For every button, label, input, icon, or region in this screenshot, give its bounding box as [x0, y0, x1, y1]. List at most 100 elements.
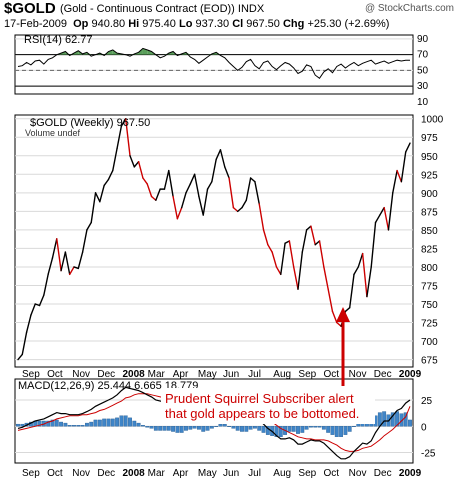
macd-histogram-bar [222, 423, 227, 427]
macd-x-tick-label: Dec [374, 468, 392, 479]
macd-x-tick-label: Mar [148, 468, 166, 479]
macd-histogram-bar [37, 420, 42, 427]
price-segment-up [86, 221, 92, 231]
macd-x-tick-label: Sep [298, 468, 316, 479]
macd-x-tick-label: May [198, 468, 217, 479]
macd-histogram-bar [334, 426, 339, 437]
price-segment-up [211, 158, 217, 183]
price-segment-down [142, 177, 148, 185]
price-segment-up [77, 251, 84, 270]
price-segment-up [379, 206, 385, 216]
price-tick-label: 900 [421, 189, 438, 200]
price-tick-label: 700 [421, 337, 438, 348]
price-tick-label: 725 [421, 319, 438, 330]
price-segment-down [318, 240, 325, 268]
price-x-tick-label: Oct [324, 369, 340, 380]
macd-histogram-bar [261, 426, 266, 433]
price-segment-up [400, 151, 407, 183]
price-tick-label: 850 [421, 226, 438, 237]
price-segment-up [73, 266, 80, 270]
macd-histogram-bar [317, 426, 322, 428]
price-segment-down [331, 310, 338, 324]
price-segment-up [357, 252, 364, 268]
price-segment-up [387, 192, 394, 231]
price-segment-up [94, 192, 101, 203]
price-segment-up [180, 192, 187, 209]
price-segment-up [280, 242, 286, 276]
price-segment-up [189, 173, 196, 185]
price-segment-down [361, 252, 368, 298]
macd-tick-label: -25 [421, 449, 436, 460]
macd-histogram-bar [403, 412, 408, 427]
price-title: $GOLD (Weekly) 967.50 [30, 117, 150, 129]
macd-histogram-bar [291, 426, 296, 432]
price-segment-up [366, 266, 372, 298]
macd-histogram-bar [240, 426, 244, 432]
macd-histogram-bar [218, 423, 223, 427]
macd-histogram-bar [313, 426, 318, 428]
macd-histogram-bar [123, 415, 128, 427]
macd-histogram-bar [115, 417, 119, 427]
contract-name: (Gold - Continuous Contract (EOD)) INDX [60, 3, 264, 15]
macd-histogram-bar [188, 426, 193, 430]
rsi-line [17, 47, 410, 80]
price-segment-down [262, 229, 269, 246]
price-segment-up [348, 273, 355, 309]
price-segment-up [116, 125, 123, 150]
macd-histogram-bar [287, 426, 292, 432]
price-segment-up [198, 195, 204, 216]
macd-histogram-bar [339, 426, 344, 437]
rsi-tick-label: 70 [417, 50, 429, 61]
price-tick-label: 800 [421, 263, 438, 274]
price-x-tick-label: Oct [47, 369, 63, 380]
price-segment-up [155, 188, 161, 201]
price-segment-up [21, 331, 28, 356]
price-panel [14, 114, 414, 368]
macd-histogram-bar [352, 426, 356, 427]
price-segment-up [236, 206, 243, 213]
macd-histogram-bar [330, 426, 335, 435]
price-segment-up [353, 266, 360, 276]
price-segment-down [323, 266, 329, 290]
annotation-arrowhead [336, 307, 350, 322]
price-segment-up [185, 183, 192, 194]
macd-histogram-bar [278, 426, 283, 437]
price-segment-down [310, 225, 316, 246]
rsi-tick-label: 50 [417, 65, 429, 76]
rsi-panel [14, 34, 414, 95]
macd-histogram-bar [214, 426, 219, 427]
macd-histogram-bar [274, 426, 279, 437]
cl-label: Cl [232, 18, 244, 30]
chg-label: Chg [282, 18, 305, 30]
price-segment-down [336, 321, 342, 327]
rsi-tick-label: 90 [417, 34, 429, 45]
price-segment-up [163, 169, 170, 190]
price-x-tick-label: Aug [273, 369, 291, 380]
macd-histogram-bar [347, 426, 352, 432]
macd-histogram-bar [343, 426, 348, 435]
macd-histogram-bar [227, 426, 232, 427]
macd-x-tick-label: Oct [47, 468, 63, 479]
macd-x-tick-label: 2008 [123, 468, 146, 479]
macd-histogram-bar [136, 422, 141, 427]
macd-histogram-bar [304, 426, 309, 430]
price-segment-up [168, 169, 174, 198]
price-segment-down [292, 266, 299, 290]
macd-histogram-bar [102, 418, 107, 427]
macd-histogram-bar [59, 421, 64, 427]
macd-histogram-bar [252, 426, 257, 429]
price-segment-up [120, 118, 127, 127]
price-x-tick-label: 2009 [399, 369, 422, 380]
macd-histogram-bar [321, 426, 326, 430]
hi-value: 975.40 [142, 18, 176, 30]
symbol-title: $GOLD [4, 0, 56, 17]
price-x-tick-label: Dec [374, 369, 392, 380]
price-tick-label: 1000 [421, 115, 444, 126]
price-segment-up [254, 181, 260, 205]
price-segment-up [193, 173, 200, 198]
price-segment-down [228, 177, 235, 209]
macd-histogram-bar [153, 426, 158, 431]
macd-histogram-bar [97, 419, 102, 427]
macd-histogram-bar [166, 426, 171, 431]
macd-tick-label: 0 [421, 422, 427, 433]
